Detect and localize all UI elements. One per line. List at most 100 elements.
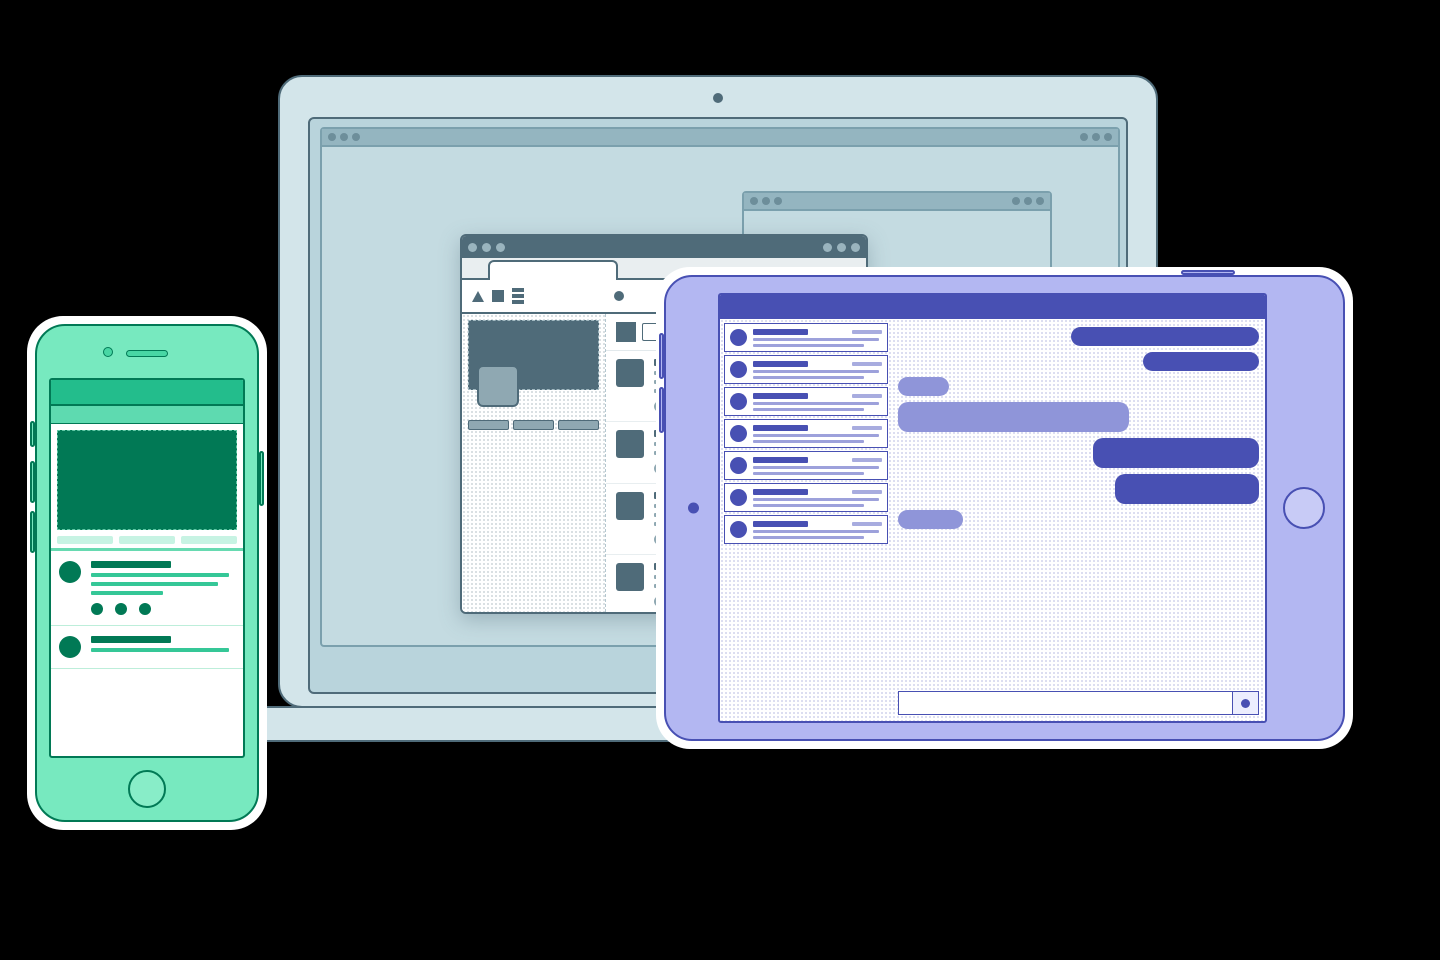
- message-row: [898, 438, 1259, 468]
- conversation-item[interactable]: [724, 355, 888, 384]
- conversation-avatar: [730, 521, 747, 538]
- back-icon[interactable]: [472, 291, 484, 302]
- forward-icon[interactable]: [492, 290, 504, 302]
- tablet-device: [664, 275, 1345, 741]
- volume-up[interactable]: [30, 461, 35, 503]
- post-avatar: [616, 430, 644, 458]
- conversation-item[interactable]: [724, 419, 888, 448]
- browser-titlebar: [462, 236, 866, 258]
- message-received[interactable]: [898, 402, 1129, 432]
- conversation-timestamp: [852, 330, 882, 334]
- conversation-avatar: [730, 457, 747, 474]
- conversation-name: [753, 457, 808, 463]
- window-titlebar: [322, 129, 1118, 147]
- profile-tab[interactable]: [513, 420, 554, 430]
- window-controls-right[interactable]: [1080, 133, 1112, 141]
- app-statusbar: [51, 380, 243, 406]
- conversation-preview: [753, 434, 879, 437]
- message-row: [898, 377, 1259, 396]
- feed-post[interactable]: [51, 551, 243, 626]
- post-avatar: [616, 563, 644, 591]
- speaker-icon: [126, 350, 168, 357]
- conversation-item[interactable]: [724, 451, 888, 480]
- power-button[interactable]: [1181, 270, 1235, 275]
- mute-switch[interactable]: [30, 421, 35, 447]
- profile-tab[interactable]: [558, 420, 599, 430]
- conversation-name: [753, 329, 808, 335]
- comment-icon[interactable]: [115, 603, 127, 615]
- conversation-preview: [753, 504, 864, 507]
- conversation-name: [753, 425, 808, 431]
- conversation-item[interactable]: [724, 323, 888, 352]
- like-icon[interactable]: [91, 603, 103, 615]
- message-input[interactable]: [899, 692, 1232, 714]
- conversation-preview: [753, 530, 879, 533]
- hero-tab[interactable]: [57, 536, 113, 544]
- conversation-preview: [753, 498, 879, 501]
- message-composer: [898, 691, 1259, 715]
- home-button[interactable]: [1283, 487, 1325, 529]
- message-sent[interactable]: [1143, 352, 1259, 371]
- browser-tab[interactable]: [488, 260, 618, 280]
- hero-tabs: [51, 536, 243, 544]
- window-controls-left[interactable]: [468, 243, 505, 252]
- conversation-preview: [753, 440, 864, 443]
- conversation-preview: [753, 472, 864, 475]
- profile-avatar[interactable]: [477, 365, 519, 407]
- conversation-item[interactable]: [724, 515, 888, 544]
- profile-cover: [468, 320, 599, 390]
- tablet-screen: [718, 293, 1267, 723]
- message-row: [898, 402, 1259, 432]
- conversation-timestamp: [852, 490, 882, 494]
- conversation-avatar: [730, 489, 747, 506]
- volume-down[interactable]: [30, 511, 35, 553]
- conversation-preview: [753, 466, 879, 469]
- post-avatar: [59, 636, 81, 658]
- volume-down[interactable]: [659, 387, 664, 433]
- conversation-preview: [753, 344, 864, 347]
- window-controls-left[interactable]: [750, 197, 782, 205]
- conversation-name: [753, 489, 808, 495]
- conversation-preview: [753, 536, 864, 539]
- conversation-preview: [753, 402, 879, 405]
- chat-area: [892, 319, 1265, 721]
- conversation-item[interactable]: [724, 387, 888, 416]
- message-row: [898, 327, 1259, 346]
- menu-icon[interactable]: [512, 288, 524, 304]
- window-controls-left[interactable]: [328, 133, 360, 141]
- message-received[interactable]: [898, 377, 949, 396]
- front-camera-icon: [103, 347, 113, 357]
- window-titlebar: [744, 193, 1050, 211]
- hero-tab[interactable]: [119, 536, 175, 544]
- conversation-preview: [753, 338, 879, 341]
- conversation-avatar: [730, 361, 747, 378]
- message-sent[interactable]: [1071, 327, 1259, 346]
- app-header: [720, 295, 1265, 319]
- post-line: [91, 591, 163, 595]
- send-button[interactable]: [1232, 692, 1258, 714]
- message-received[interactable]: [898, 510, 963, 529]
- conversation-item[interactable]: [724, 483, 888, 512]
- conversation-avatar: [730, 425, 747, 442]
- post-line: [91, 573, 229, 577]
- message-sent[interactable]: [1115, 474, 1259, 504]
- reload-icon[interactable]: [614, 291, 624, 301]
- power-button[interactable]: [259, 451, 264, 506]
- compose-avatar: [616, 322, 636, 342]
- volume-up[interactable]: [659, 333, 664, 379]
- feed-post[interactable]: [51, 626, 243, 669]
- hero-tab[interactable]: [181, 536, 237, 544]
- message-sent[interactable]: [1093, 438, 1259, 468]
- post-author: [91, 636, 171, 643]
- profile-tab[interactable]: [468, 420, 509, 430]
- profile-sidebar: [462, 314, 606, 612]
- conversation-timestamp: [852, 458, 882, 462]
- laptop-camera-icon: [713, 93, 723, 103]
- post-actions: [91, 603, 235, 615]
- share-icon[interactable]: [139, 603, 151, 615]
- post-avatar: [616, 359, 644, 387]
- window-controls-right[interactable]: [823, 243, 860, 252]
- home-button[interactable]: [128, 770, 166, 808]
- post-author: [91, 561, 171, 568]
- window-controls-right[interactable]: [1012, 197, 1044, 205]
